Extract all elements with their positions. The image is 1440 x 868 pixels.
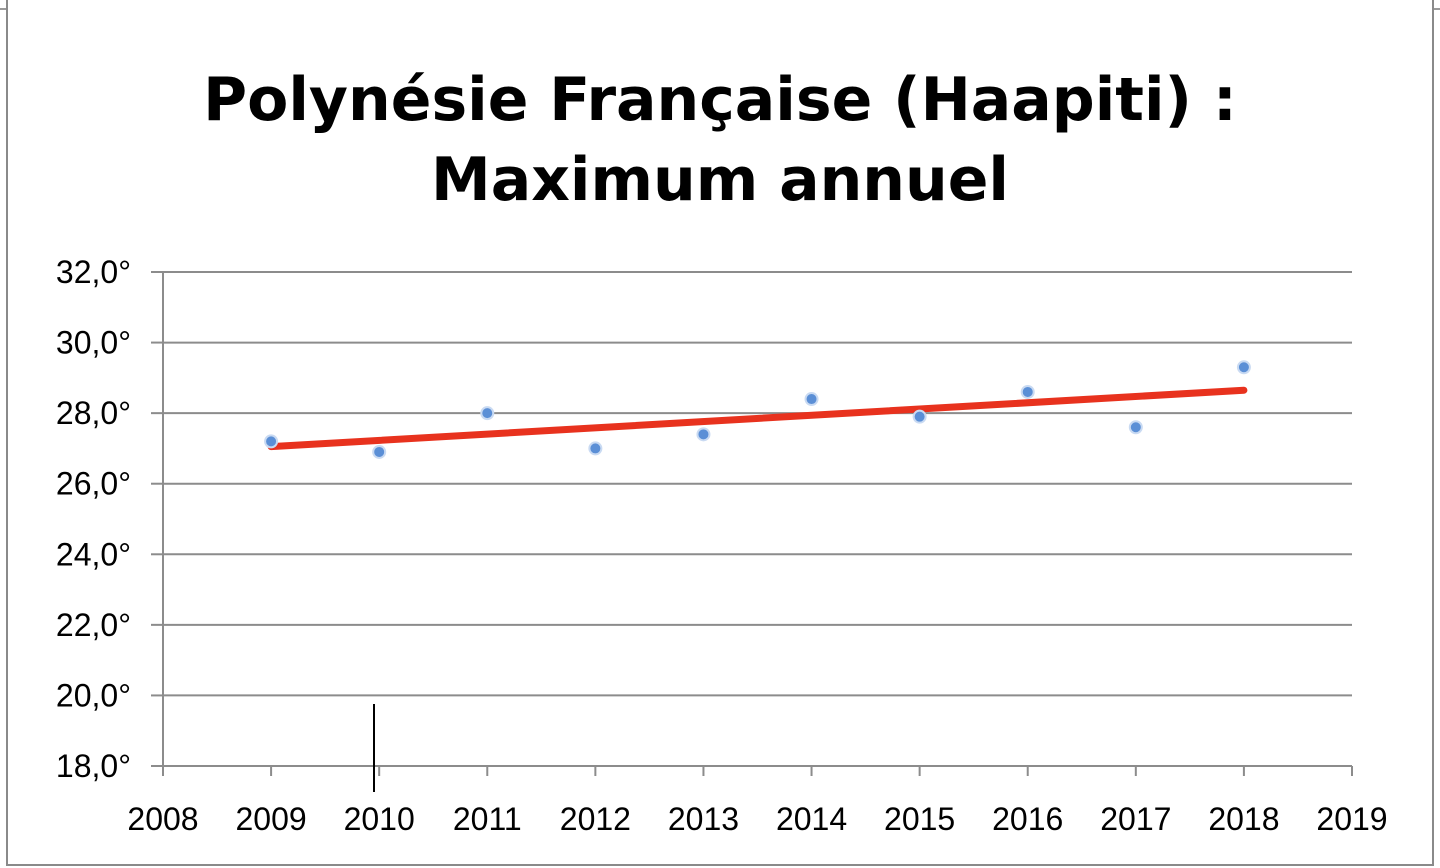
x-tick-label: 2018 [1208, 801, 1279, 837]
x-tick-label: 2011 [453, 801, 522, 837]
y-tick-label: 24,0° [56, 536, 131, 572]
x-axis-ticks: 2008 2009 2010 2011 2012 2013 2014 2015 2016 2017… [127, 801, 1387, 837]
trendline-group [267, 386, 1248, 451]
x-tick-label: 2010 [344, 801, 415, 837]
chart-title-block: Polynésie Française (Haapiti) : Maximum … [0, 60, 1440, 220]
y-tick-label: 18,0° [56, 748, 131, 784]
data-point [1236, 360, 1251, 375]
data-point [804, 392, 819, 407]
data-point [1020, 384, 1035, 399]
y-tick-label: 22,0° [56, 607, 131, 643]
x-tick-label: 2015 [884, 801, 955, 837]
x-tick-label: 2013 [668, 801, 739, 837]
y-tick-label: 26,0° [56, 466, 131, 502]
data-point [372, 444, 387, 459]
x-tick-label: 2008 [127, 801, 198, 837]
y-tick-label: 20,0° [56, 677, 131, 713]
y-tick-label: 28,0° [56, 395, 131, 431]
x-tick-label: 2019 [1316, 801, 1387, 837]
x-tick-label: 2012 [560, 801, 631, 837]
trendline [267, 386, 1248, 451]
data-point [588, 441, 603, 456]
data-point [696, 427, 711, 442]
chart-title: Polynésie Française (Haapiti) : [203, 65, 1237, 135]
data-point [912, 409, 927, 424]
data-point [264, 434, 279, 449]
y-tick-label: 30,0° [56, 325, 131, 361]
data-point [480, 406, 495, 421]
data-point [1128, 420, 1143, 435]
x-tick-label: 2014 [776, 801, 847, 837]
y-axis-ticks: 18,0° 20,0° 22,0° 24,0° 26,0° 28,0° 30,0° 32,0° [56, 254, 131, 784]
gridlines [163, 271, 1352, 697]
x-tick-label: 2009 [235, 801, 306, 837]
axes [151, 271, 1353, 776]
chart-frame [6, 0, 1434, 866]
y-tick-label: 32,0° [56, 254, 131, 290]
x-tick-label: 2017 [1100, 801, 1171, 837]
data-points [264, 360, 1251, 459]
x-tick-label: 2016 [992, 801, 1063, 837]
chart-subtitle: Maximum annuel [431, 145, 1009, 215]
